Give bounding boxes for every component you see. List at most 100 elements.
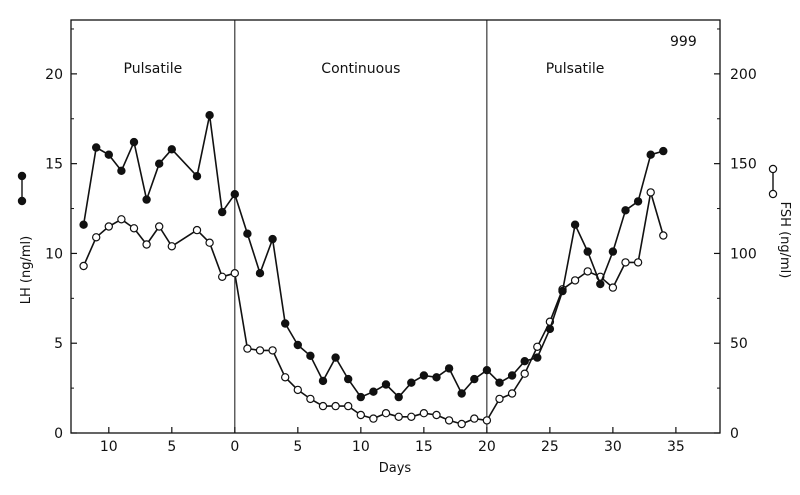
- fsh-point-4: [129, 224, 139, 233]
- lh-point-4: [129, 137, 139, 147]
- fsh-point-19: [331, 401, 340, 411]
- lh-point-16: [293, 340, 302, 350]
- fsh-point-6: [154, 222, 164, 231]
- fsh-point-33: [507, 389, 517, 398]
- lh-point-33: [507, 371, 517, 380]
- y-axis-right-label: FSH (ng/ml): [777, 202, 792, 279]
- lh-point-43: [633, 197, 643, 206]
- lh-point-31: [482, 366, 492, 375]
- fsh-point-2: [104, 222, 114, 231]
- fsh-point-35: [533, 342, 542, 351]
- lh-point-13: [255, 269, 265, 278]
- lh-point-37: [558, 286, 567, 296]
- x-tick-label-2: 0: [230, 439, 239, 455]
- fsh-point-9: [205, 238, 214, 247]
- fsh-point-0: [79, 261, 88, 271]
- y-axis-left-ticks: 0 5 10 15 20: [45, 28, 77, 442]
- x-tick-label-3: 5: [293, 439, 302, 455]
- lh-point-0: [79, 220, 88, 229]
- phase-label-1: Continuous: [321, 61, 400, 77]
- fsh-point-5: [142, 240, 151, 249]
- fsh-point-43: [633, 258, 643, 267]
- fsh-point-30: [470, 414, 479, 423]
- fsh-point-24: [394, 412, 403, 421]
- x-axis-ticks: 10 5 0 5 10 15 20 25 30 35: [100, 427, 685, 455]
- fsh-point-22: [369, 414, 378, 423]
- fsh-point-21: [356, 410, 365, 420]
- legend-fsh-marker: [768, 164, 778, 199]
- lh-point-11: [230, 189, 239, 199]
- lh-point-44: [646, 150, 655, 159]
- fsh-point-28: [444, 416, 454, 425]
- lh-point-1: [91, 143, 101, 152]
- legend-lh-marker: [17, 171, 27, 206]
- x-axis-label: Days: [379, 461, 412, 476]
- lh-point-18: [318, 376, 328, 386]
- fsh-point-32: [495, 394, 504, 404]
- y-right-tick-label-0: 0: [730, 426, 739, 442]
- fsh-point-20: [344, 401, 353, 411]
- phase-dividers: [234, 20, 488, 433]
- fsh-point-15: [281, 373, 290, 382]
- fsh-point-11: [230, 269, 239, 278]
- x-tick-label-6: 20: [478, 439, 496, 455]
- fsh-point-41: [608, 283, 618, 292]
- fsh-point-13: [255, 346, 265, 355]
- y-right-tick-label-3: 150: [730, 157, 757, 173]
- fsh-point-45: [659, 231, 668, 240]
- lh-point-29: [457, 389, 466, 398]
- x-tick-label-4: 10: [352, 439, 370, 455]
- fsh-point-42: [621, 258, 630, 267]
- lh-point-5: [142, 195, 151, 204]
- lh-point-38: [570, 220, 580, 229]
- fsh-point-7: [167, 242, 176, 251]
- fsh-point-27: [432, 410, 441, 420]
- fsh-point-29: [457, 419, 466, 429]
- lh-point-34: [520, 357, 529, 366]
- lh-point-23: [381, 380, 391, 389]
- fsh-point-23: [381, 409, 391, 418]
- fsh-point-31: [482, 416, 492, 425]
- series-layer: [79, 110, 668, 429]
- y-left-tick-label-2: 10: [45, 246, 63, 262]
- lh-point-32: [495, 378, 504, 387]
- lh-point-21: [356, 392, 365, 402]
- lh-point-35: [533, 353, 542, 362]
- lh-point-42: [621, 206, 630, 215]
- figure-id: 999: [670, 34, 697, 50]
- y-axis-left-label: LH (ng/ml): [19, 236, 34, 304]
- x-tick-label-0: 10: [100, 439, 118, 455]
- phase-label-2: Pulsatile: [546, 61, 605, 77]
- lh-point-14: [268, 234, 277, 244]
- fsh-point-39: [583, 267, 592, 276]
- fsh-point-1: [91, 233, 101, 242]
- lh-point-15: [281, 319, 290, 328]
- lh-point-41: [608, 247, 618, 256]
- lh-point-7: [167, 145, 176, 154]
- y-left-tick-label-0: 0: [54, 426, 63, 442]
- fsh-point-26: [419, 409, 429, 418]
- fsh-point-8: [192, 225, 202, 235]
- lh-point-12: [243, 229, 252, 238]
- lh-point-28: [444, 364, 454, 373]
- plot-frame: [70, 19, 721, 434]
- lh-point-39: [583, 247, 592, 256]
- lh-point-6: [154, 159, 164, 168]
- y-left-tick-label-3: 15: [45, 157, 63, 173]
- y-left-tick-label-4: 20: [45, 67, 63, 83]
- lh-point-17: [306, 351, 315, 360]
- lh-series-line: [82, 114, 664, 398]
- fsh-point-16: [293, 385, 302, 395]
- phase-labels: Pulsatile Continuous Pulsatile: [124, 61, 605, 77]
- fsh-series-line: [82, 191, 665, 425]
- y-right-tick-label-1: 50: [730, 336, 748, 352]
- y-left-tick-label-1: 5: [54, 336, 63, 352]
- y-right-tick-label-4: 200: [730, 67, 757, 83]
- lh-point-24: [394, 392, 403, 402]
- fsh-point-18: [318, 401, 328, 411]
- x-tick-label-7: 25: [541, 439, 559, 455]
- phase-label-0: Pulsatile: [124, 61, 183, 77]
- x-tick-label-1: 5: [167, 439, 176, 455]
- fsh-point-38: [570, 276, 580, 285]
